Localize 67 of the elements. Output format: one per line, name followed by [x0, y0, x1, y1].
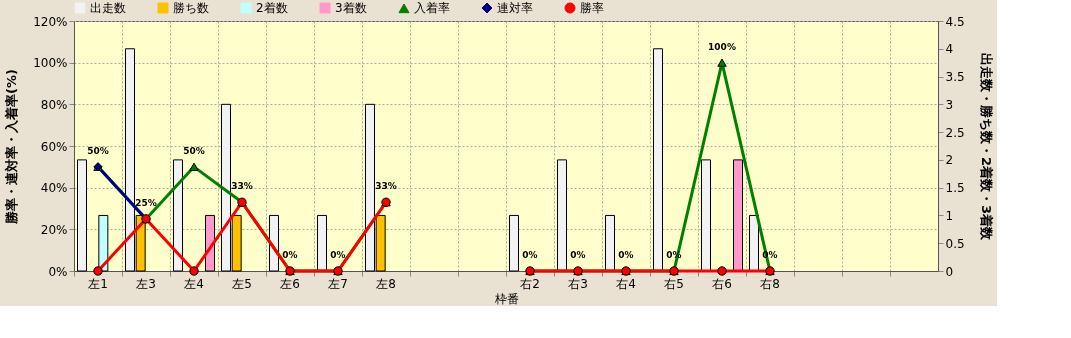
y-tick-label: 80%	[40, 97, 68, 112]
y2-axis-title: 出走数・勝ち数・2着数・3着数	[978, 52, 994, 242]
y-tick-label: 40%	[40, 181, 68, 196]
legend-label: 出走数	[90, 1, 126, 15]
data-label: 25%	[135, 197, 157, 208]
data-label: 33%	[231, 181, 253, 192]
point	[717, 58, 727, 67]
bar	[605, 214, 615, 272]
y2-tick-label: 4.5	[945, 14, 965, 29]
x-tick-label: 左8	[376, 276, 396, 291]
bar	[557, 159, 567, 272]
y2-tick-label: 0.5	[945, 236, 965, 251]
data-label: 0%	[522, 250, 538, 260]
data-label: 100%	[708, 41, 736, 52]
y-tick-label: 100%	[33, 56, 68, 71]
x-tick-label: 左7	[328, 276, 348, 291]
bar	[733, 159, 743, 272]
x-tick-label: 左1	[88, 276, 108, 291]
y2-tick-label: 1	[945, 208, 954, 223]
x-tick-label: 左4	[184, 276, 204, 291]
y2-tick-label: 3	[945, 97, 954, 112]
legend-label: 勝率	[580, 1, 604, 15]
y-tick-label: 20%	[40, 222, 68, 237]
x-tick-label: 左5	[232, 276, 252, 291]
bar	[317, 214, 327, 272]
bar	[653, 48, 663, 272]
x-tick-label: 右5	[664, 276, 684, 291]
x-tick-label: 右8	[760, 276, 780, 291]
y2-tick-label: 3.5	[945, 70, 965, 85]
y-tick-label: 60%	[40, 139, 68, 154]
bar	[269, 214, 279, 272]
x-tick-label: 右6	[712, 276, 732, 291]
point	[189, 266, 199, 276]
data-label: 50%	[87, 145, 109, 156]
y2-tick-label: 2.5	[945, 125, 965, 140]
bar	[173, 159, 183, 272]
x-tick-label: 右4	[616, 276, 636, 291]
x-axis-title: 枠番	[493, 291, 519, 306]
y2-tick-label: 4	[945, 42, 954, 57]
y2-tick-label: 2	[945, 153, 954, 168]
data-label: 33%	[375, 181, 397, 192]
data-label: 0%	[618, 250, 634, 260]
legend-label: 入着率	[414, 1, 450, 16]
x-tick-label: 左6	[280, 276, 300, 291]
legend-label: 連対率	[497, 1, 533, 15]
bar	[701, 159, 711, 272]
y-tick-label: 0%	[48, 264, 68, 279]
point	[717, 266, 727, 276]
x-tick-label: 右3	[568, 276, 588, 291]
x-tick-label: 右2	[520, 276, 540, 291]
data-label: 0%	[330, 250, 346, 260]
legend-label: 3着数	[335, 1, 367, 15]
y2-tick-label: 0	[945, 264, 954, 279]
y-tick-label: 120%	[33, 14, 68, 29]
data-label: 0%	[282, 250, 298, 260]
legend-label: 勝ち数	[173, 1, 209, 15]
point	[93, 266, 103, 276]
bar	[77, 159, 87, 272]
y2-tick-label: 1.5	[945, 181, 965, 196]
data-label: 0%	[570, 250, 586, 260]
y-axis-title: 勝率・連対率・入着率(%)	[4, 69, 20, 225]
bar	[749, 214, 759, 272]
x-tick-label: 左3	[136, 276, 156, 291]
bar	[509, 214, 519, 272]
point	[189, 162, 199, 171]
legend-label: 2着数	[256, 1, 288, 15]
data-label: 50%	[183, 145, 205, 156]
